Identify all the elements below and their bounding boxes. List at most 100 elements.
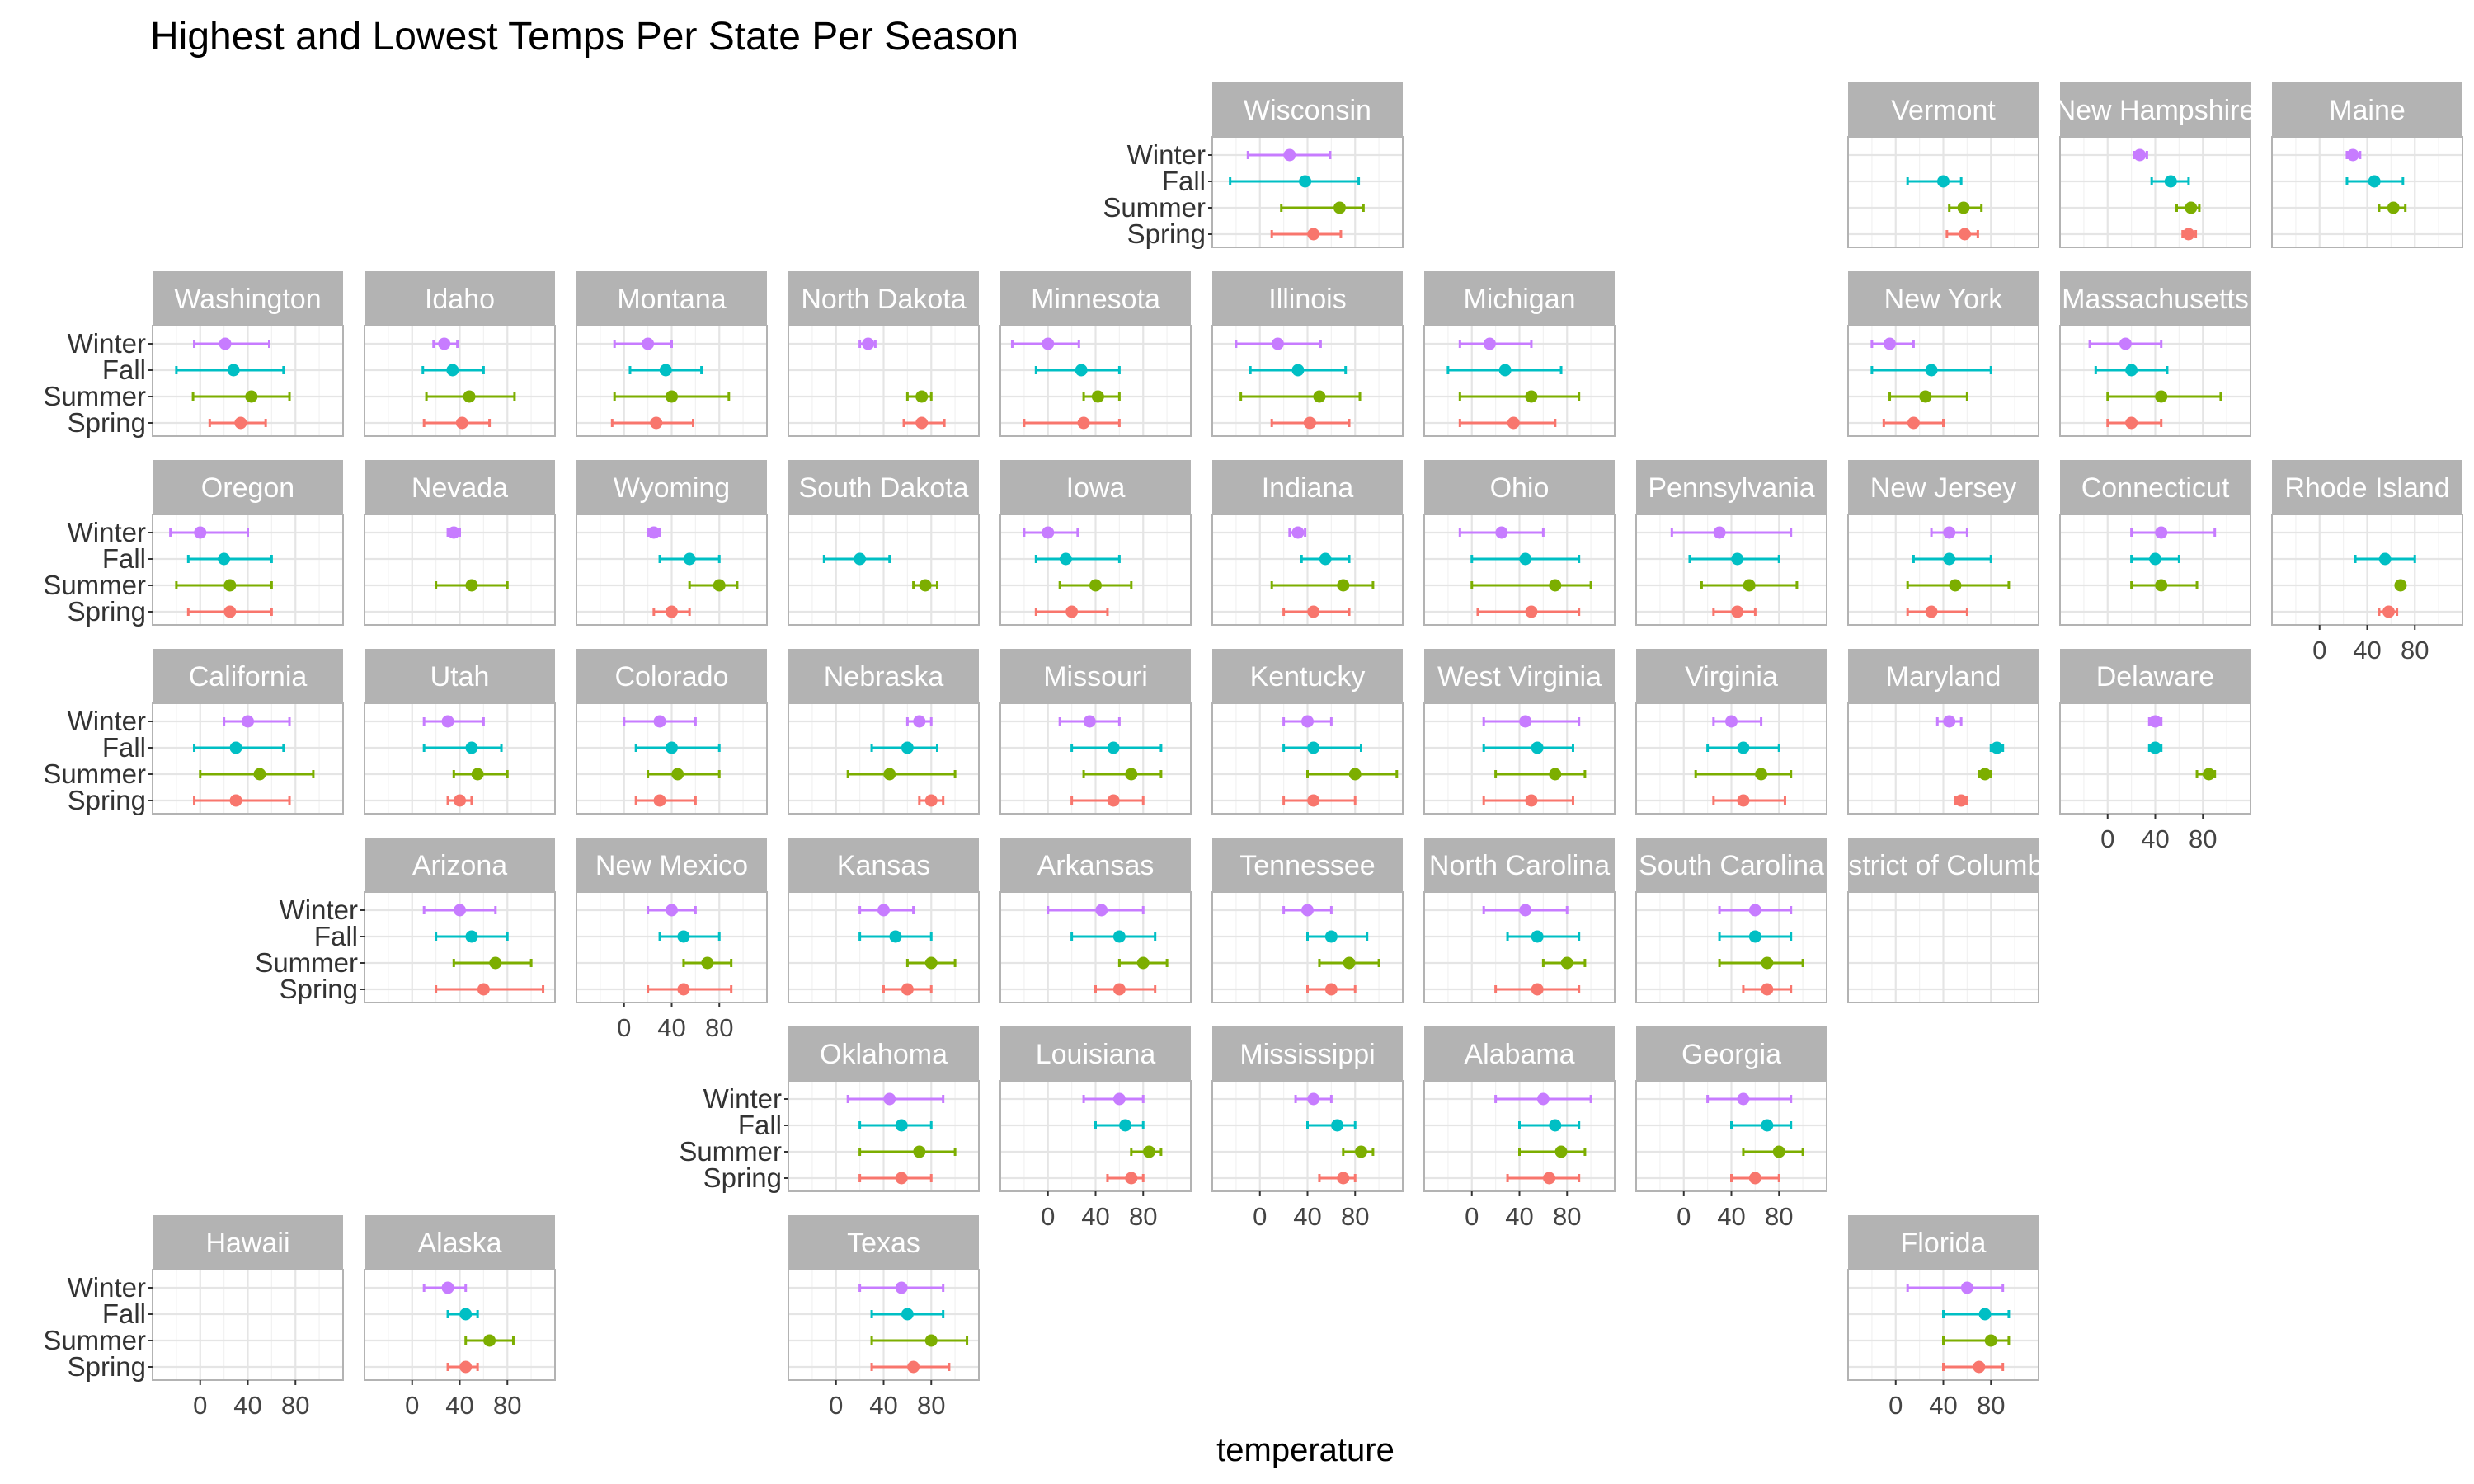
- range-midpoint: [1761, 1119, 1774, 1132]
- range-midpoint: [1737, 1092, 1750, 1106]
- range-midpoint: [1884, 337, 1897, 350]
- range-midpoint: [1984, 1334, 1997, 1347]
- range-spring: [435, 983, 545, 996]
- range-midpoint: [1737, 794, 1750, 807]
- range-fall: [1906, 175, 1963, 188]
- range-fall: [186, 552, 273, 566]
- range-midpoint: [854, 552, 867, 566]
- range-midpoint: [454, 794, 466, 807]
- facet-michigan: Michigan: [1423, 271, 1616, 437]
- facet-new-hampshire: New Hampshire: [2059, 82, 2251, 248]
- facet-panel-border: [364, 891, 556, 1003]
- range-spring: [2378, 605, 2399, 618]
- facet-strip: [153, 649, 343, 703]
- range-summer: [425, 390, 516, 403]
- range-midpoint: [465, 741, 478, 754]
- range-fall: [1306, 930, 1369, 943]
- range-winter: [623, 715, 697, 728]
- range-winter: [422, 715, 485, 728]
- range-midpoint: [1283, 148, 1296, 162]
- facet-strip-label: Ohio: [1490, 472, 1550, 504]
- facet-strip-label: Delaware: [2096, 661, 2215, 693]
- range-midpoint: [883, 768, 896, 781]
- range-summer: [1518, 1145, 1587, 1158]
- y-tick-label: Spring: [68, 1351, 146, 1382]
- x-tick-label: 0: [2312, 636, 2326, 665]
- facet-strip-label: Oklahoma: [820, 1039, 948, 1070]
- range-spring: [1458, 416, 1557, 430]
- facet-panel-border: [152, 514, 344, 626]
- range-summer: [1470, 579, 1592, 592]
- facet-grid-lines: [788, 326, 979, 436]
- range-midpoint: [1077, 416, 1090, 430]
- range-midpoint: [889, 930, 902, 943]
- range-fall: [1942, 1308, 2011, 1321]
- facet-panel-border: [1423, 325, 1616, 437]
- facet-strip: [1636, 460, 1827, 514]
- range-summer: [1906, 579, 2011, 592]
- range-summer: [1742, 1145, 1804, 1158]
- facet-strip-label: North Dakota: [801, 284, 966, 315]
- facet-strip-label: Alaska: [417, 1228, 501, 1259]
- facet-strip-label: Connecticut: [2081, 472, 2230, 504]
- range-fall: [2147, 741, 2163, 754]
- facet-strip-label: Utah: [430, 661, 490, 693]
- facet-strip-label: Rhode Island: [2284, 472, 2449, 504]
- range-fall: [435, 930, 509, 943]
- x-tick-label: 0: [829, 1391, 843, 1420]
- y-tick-label: Winter: [703, 1083, 782, 1114]
- range-midpoint: [1095, 904, 1108, 917]
- range-midpoint: [441, 1281, 454, 1294]
- range-midpoint: [1907, 416, 1920, 430]
- range-midpoint: [489, 956, 502, 970]
- facet-south-carolina: South Carolina: [1635, 838, 1827, 1003]
- y-tick-label: Winter: [68, 328, 146, 359]
- facet-panel-border: [576, 702, 768, 815]
- facet-strip: [1848, 649, 2039, 703]
- facet-strip: [2272, 460, 2462, 514]
- y-tick-label: Fall: [1162, 166, 1206, 196]
- facet-vermont: Vermont: [1847, 82, 2039, 248]
- facet-strip: [365, 460, 555, 514]
- range-midpoint: [895, 1172, 908, 1185]
- range-midpoint: [438, 337, 451, 350]
- facet-strip-label: Illinois: [1268, 284, 1346, 315]
- facet-strip-label: Missouri: [1043, 661, 1148, 693]
- range-fall: [2354, 552, 2416, 566]
- facet-strip-label: Montana: [617, 284, 726, 315]
- x-tick-label: 0: [2100, 824, 2114, 853]
- range-fall: [1034, 552, 1121, 566]
- facet-strip-label: West Virginia: [1437, 661, 1602, 693]
- x-tick-label: 40: [1929, 1391, 1957, 1420]
- range-midpoint: [2125, 416, 2138, 430]
- range-midpoint: [1291, 526, 1305, 539]
- range-summer: [1117, 956, 1169, 970]
- range-summer: [2175, 201, 2201, 214]
- range-spring: [186, 605, 273, 618]
- facet-strip-label: District of Columbia: [1822, 850, 2065, 881]
- range-midpoint: [1307, 741, 1320, 754]
- range-fall: [658, 930, 721, 943]
- range-spring: [1270, 228, 1343, 241]
- facet-strip-label: Minnesota: [1031, 284, 1160, 315]
- facet-strip: [1636, 649, 1827, 703]
- range-midpoint: [1307, 228, 1320, 241]
- y-tick-label: Summer: [43, 758, 146, 789]
- range-fall: [1706, 741, 1780, 754]
- facet-strip-label: South Carolina: [1639, 850, 1824, 881]
- range-winter: [1670, 526, 1793, 539]
- facet-strip-label: Massachusetts: [2062, 284, 2249, 315]
- range-fall: [1482, 741, 1574, 754]
- range-midpoint: [1519, 904, 1532, 917]
- facet-arkansas: Arkansas: [999, 838, 1192, 1003]
- x-tick-label: 0: [1253, 1202, 1267, 1231]
- range-midpoint: [666, 904, 678, 917]
- range-midpoint: [253, 768, 266, 781]
- range-summer: [1058, 579, 1133, 592]
- range-fall: [1229, 175, 1361, 188]
- range-midpoint: [1307, 794, 1320, 807]
- range-summer: [1082, 768, 1163, 781]
- facet-strip: [153, 1215, 343, 1270]
- range-midpoint: [2182, 228, 2195, 241]
- facet-colorado: Colorado: [576, 649, 768, 815]
